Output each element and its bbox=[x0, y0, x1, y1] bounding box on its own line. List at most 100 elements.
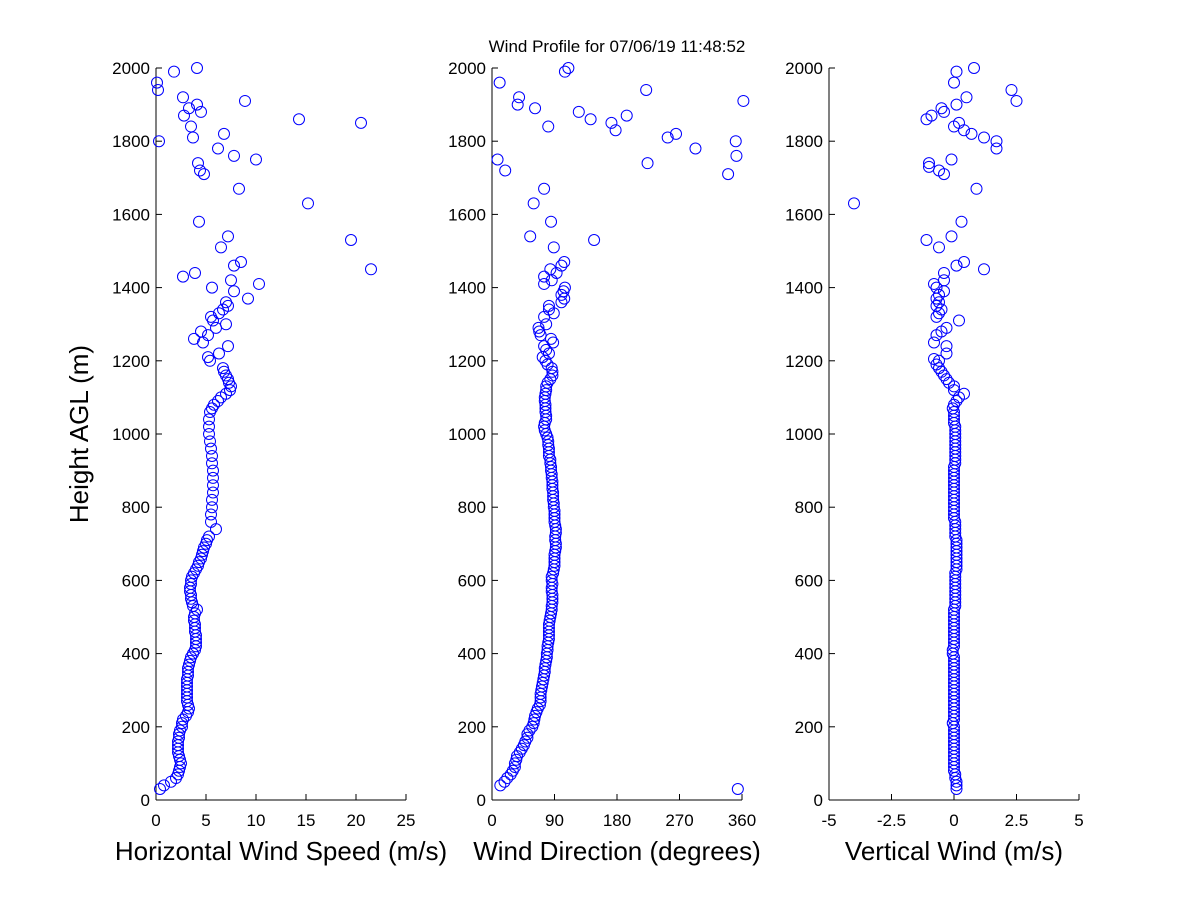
data-point bbox=[930, 299, 943, 312]
data-point bbox=[493, 76, 506, 89]
data-point bbox=[198, 168, 210, 181]
x-tick-label: 0 bbox=[487, 811, 496, 830]
y-tick-label: 2000 bbox=[112, 59, 150, 78]
data-point bbox=[355, 116, 367, 129]
data-point bbox=[498, 775, 511, 788]
data-point bbox=[542, 120, 555, 133]
x-tick-label: 25 bbox=[397, 811, 416, 830]
data-point bbox=[173, 731, 185, 744]
data-point bbox=[195, 552, 207, 565]
data-point bbox=[933, 354, 945, 367]
data-point bbox=[183, 702, 195, 715]
data-point bbox=[218, 127, 230, 140]
data-point bbox=[920, 234, 933, 247]
data-point bbox=[933, 296, 945, 309]
panel-speed: 0 200 400 600 800 1000 1200 1400 1600 1800 2000 0 5 1… bbox=[64, 59, 447, 866]
data-point bbox=[928, 352, 940, 365]
data-point bbox=[173, 764, 185, 777]
data-point bbox=[950, 65, 963, 78]
data-point bbox=[177, 713, 189, 726]
data-point bbox=[540, 384, 553, 397]
data-point bbox=[177, 91, 189, 104]
data-point bbox=[206, 449, 218, 462]
data-point bbox=[978, 131, 990, 144]
data-point bbox=[605, 116, 618, 129]
data-point bbox=[529, 102, 542, 115]
data-point bbox=[539, 354, 552, 367]
y-tick-label: 800 bbox=[795, 498, 823, 517]
y-tick-label: 1600 bbox=[112, 205, 150, 224]
data-point bbox=[722, 168, 735, 181]
data-point bbox=[558, 255, 571, 268]
data-point bbox=[207, 479, 219, 492]
x-tick-label: 10 bbox=[247, 811, 266, 830]
data-point bbox=[960, 91, 973, 104]
y-tick-label: 1800 bbox=[112, 132, 150, 151]
y-tick-label: 1400 bbox=[112, 279, 150, 298]
data-point bbox=[176, 720, 188, 733]
data-point bbox=[968, 62, 980, 74]
data-point bbox=[208, 398, 220, 411]
data-point bbox=[302, 197, 314, 210]
data-point bbox=[546, 369, 559, 382]
data-point bbox=[188, 614, 200, 627]
data-point bbox=[228, 285, 240, 298]
data-point bbox=[545, 215, 558, 228]
data-point bbox=[848, 197, 860, 210]
data-point bbox=[212, 142, 224, 155]
data-point bbox=[940, 347, 953, 360]
y-tick-label: 400 bbox=[122, 645, 150, 664]
data-point bbox=[940, 340, 953, 353]
data-point bbox=[1005, 83, 1018, 96]
data-point bbox=[925, 109, 938, 122]
data-point bbox=[510, 753, 523, 766]
data-point bbox=[233, 182, 245, 195]
data-point bbox=[558, 65, 571, 78]
data-point bbox=[950, 395, 963, 408]
y-tick-label: 1600 bbox=[448, 205, 486, 224]
x-axis-label: Horizontal Wind Speed (m/s) bbox=[115, 836, 447, 866]
x-tick-label: 0 bbox=[949, 811, 958, 830]
data-point bbox=[661, 131, 674, 144]
x-axis-label: Vertical Wind (m/s) bbox=[845, 836, 1063, 866]
data-point bbox=[365, 263, 377, 276]
data-point bbox=[538, 277, 551, 290]
data-point bbox=[205, 508, 217, 521]
data-point bbox=[200, 537, 212, 550]
x-axis-label: Wind Direction (degrees) bbox=[473, 836, 761, 866]
data-point bbox=[533, 325, 546, 338]
y-tick-label: 1400 bbox=[448, 279, 486, 298]
data-point bbox=[528, 713, 541, 726]
data-point bbox=[192, 157, 204, 170]
data-point bbox=[494, 779, 507, 792]
data-point bbox=[524, 230, 537, 243]
y-tick-label: 800 bbox=[122, 498, 150, 517]
data-point bbox=[215, 241, 227, 254]
x-tick-label: 360 bbox=[728, 811, 756, 830]
data-point bbox=[545, 362, 558, 375]
data-point bbox=[928, 336, 940, 349]
data-point bbox=[938, 105, 950, 118]
data-point bbox=[955, 215, 968, 228]
x-tick-label: 5 bbox=[201, 811, 210, 830]
data-point bbox=[217, 362, 229, 375]
data-point bbox=[940, 373, 953, 386]
data-point bbox=[345, 234, 357, 247]
data-point bbox=[938, 369, 950, 382]
data-point bbox=[184, 654, 196, 667]
data-point bbox=[938, 266, 950, 279]
data-point bbox=[990, 142, 1003, 155]
data-point bbox=[203, 420, 215, 433]
data-point bbox=[532, 321, 545, 334]
data-point bbox=[938, 274, 950, 287]
data-point bbox=[225, 274, 237, 287]
data-point bbox=[953, 116, 965, 129]
data-point bbox=[945, 153, 958, 166]
data-point bbox=[239, 94, 251, 107]
data-point bbox=[731, 783, 744, 796]
y-tick-label: 400 bbox=[795, 645, 823, 664]
data-point bbox=[222, 340, 234, 353]
data-point bbox=[293, 113, 305, 126]
y-axis-label: Height AGL (m) bbox=[64, 345, 94, 523]
